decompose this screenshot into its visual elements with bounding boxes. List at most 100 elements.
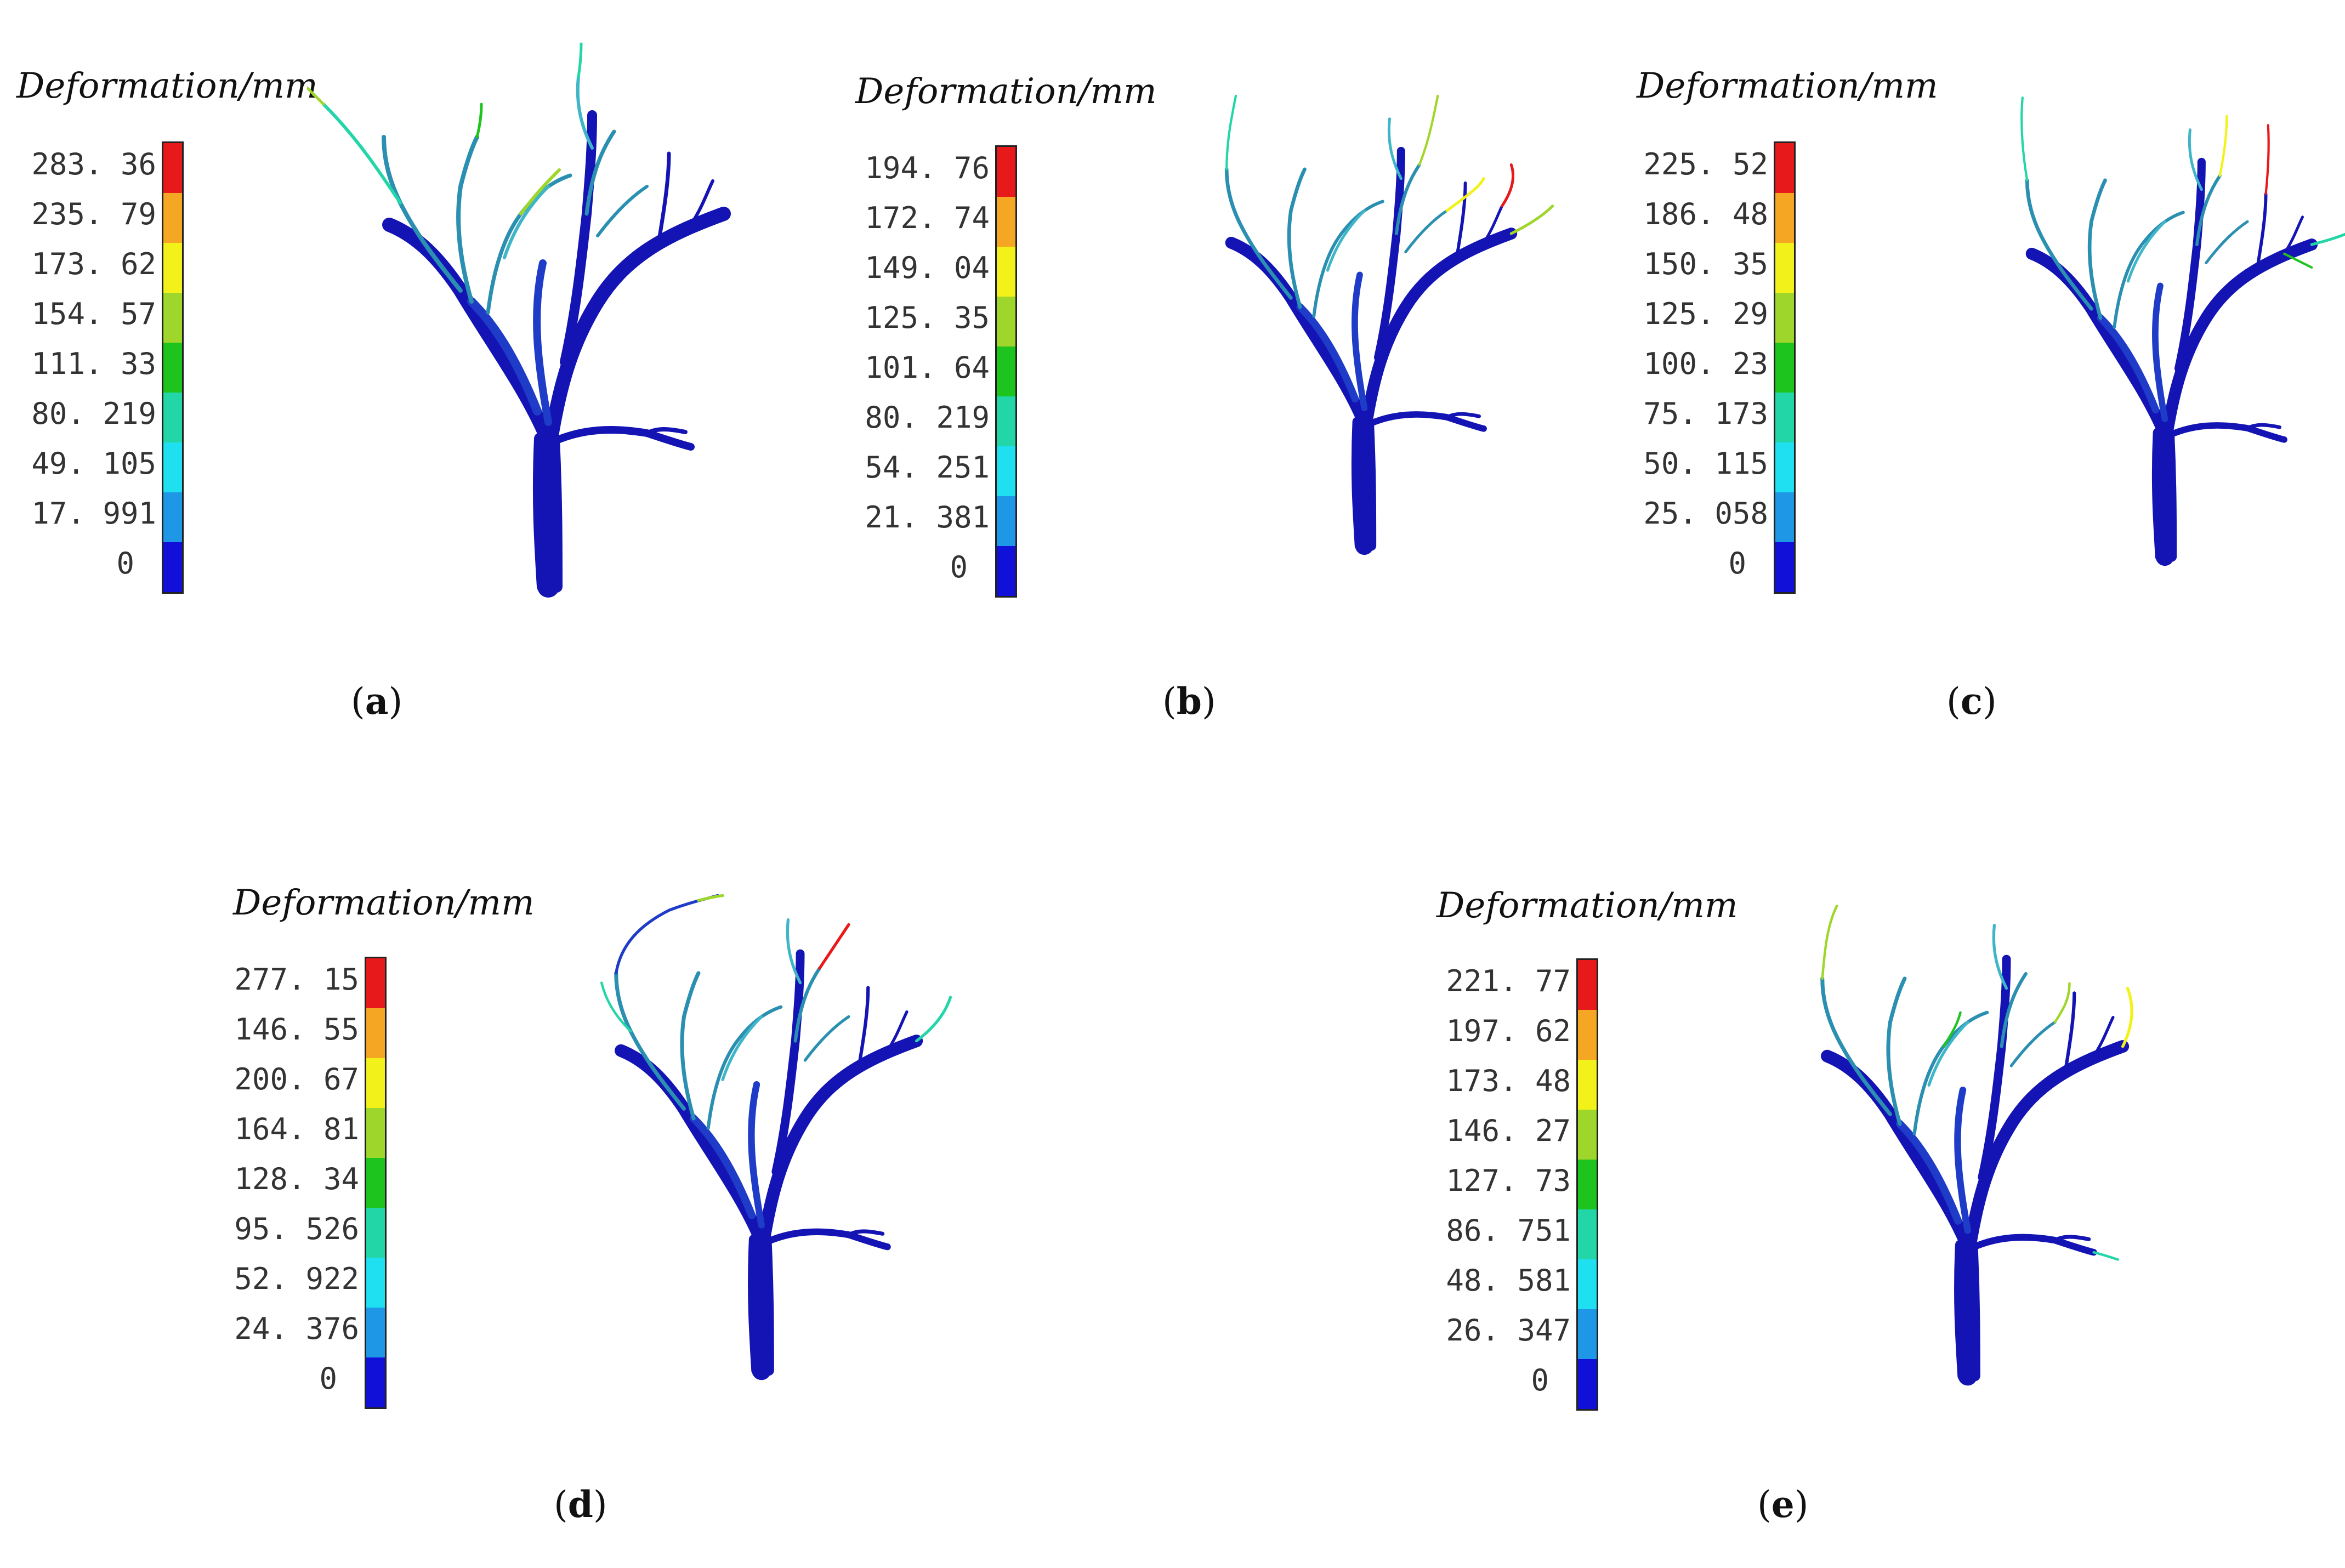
- tick-label: 127. 73: [1446, 1163, 1571, 1198]
- legend-title: Deformation/mm: [233, 883, 535, 923]
- panel-c: Deformation/mm 225. 52 186. 48 150. 35 125.…: [1590, 0, 2345, 757]
- twig: [680, 971, 701, 1121]
- twig-tip: [1501, 163, 1515, 208]
- twig-tip: [2282, 252, 2313, 269]
- legend-title: Deformation/mm: [16, 66, 318, 106]
- colorbar-swatch: [1775, 243, 1794, 293]
- tick-label: 146. 55: [234, 1012, 359, 1047]
- tick-label: 0: [1531, 1363, 1549, 1397]
- tick-label: 24. 376: [234, 1311, 359, 1346]
- colorbar-swatch: [1775, 143, 1794, 193]
- colorbar-swatch: [1775, 293, 1794, 343]
- branch: [2161, 238, 2318, 439]
- twig-tip: [2121, 986, 2133, 1048]
- colorbar-swatch: [163, 143, 182, 193]
- twig: [1454, 181, 1467, 263]
- tree-deformation-plot: [2020, 96, 2345, 566]
- colorbar-swatch: [1578, 1160, 1597, 1209]
- twig: [576, 75, 594, 150]
- tick-label: 128. 34: [234, 1162, 359, 1196]
- branch: [2245, 423, 2282, 430]
- twig: [2025, 178, 2093, 311]
- tick-label: 111. 33: [31, 346, 156, 381]
- twig: [1387, 117, 1403, 180]
- twig: [1326, 209, 1366, 272]
- twig: [1820, 976, 1892, 1116]
- twig: [1404, 209, 1449, 254]
- branch: [1296, 303, 1359, 403]
- twig: [2087, 178, 2107, 320]
- twig: [1224, 167, 1293, 300]
- twig: [503, 185, 550, 259]
- caption-c: (c): [1946, 680, 1997, 723]
- colorbar-swatch: [997, 496, 1015, 546]
- colorbar-swatch: [366, 1108, 385, 1158]
- branch: [758, 1228, 891, 1251]
- colorbar-swatch: [1775, 442, 1794, 492]
- twig-tip: [577, 42, 583, 78]
- twig: [2188, 128, 2203, 191]
- caption-a: (a): [351, 680, 403, 723]
- trunk: [751, 1230, 771, 1380]
- panel-b: Deformation/mm 194. 76 172. 74 149. 04 125.…: [779, 0, 1557, 757]
- twig: [2092, 1015, 2115, 1058]
- tick-label: 197. 62: [1446, 1014, 1571, 1048]
- twig: [1992, 924, 2008, 990]
- twig-tip: [600, 981, 632, 1033]
- twig: [706, 1005, 783, 1130]
- tick-label: 21. 381: [865, 500, 990, 535]
- colorbar-swatch: [997, 147, 1015, 197]
- twig: [2126, 220, 2166, 283]
- colorbar-swatch: [163, 293, 182, 343]
- branch: [690, 1114, 756, 1219]
- twig: [656, 151, 671, 249]
- tick-label: 49. 105: [31, 446, 156, 481]
- branch: [467, 297, 542, 416]
- twig: [803, 1015, 850, 1062]
- twig-tip: [1418, 94, 1439, 166]
- twig: [456, 135, 479, 304]
- tick-label: 52. 922: [234, 1262, 359, 1296]
- colorbar-swatch: [1578, 960, 1597, 1010]
- twig-tip: [697, 894, 724, 902]
- branch: [1954, 1086, 1972, 1234]
- tree-deformation-plot: [1224, 94, 1554, 555]
- tick-label: 100. 23: [1643, 346, 1768, 381]
- tick-label: 221. 77: [1446, 964, 1571, 998]
- tick-label: 17. 991: [31, 496, 156, 531]
- twig: [596, 185, 649, 237]
- branch: [544, 207, 731, 446]
- twig-tip: [2218, 115, 2228, 177]
- twig: [584, 129, 616, 216]
- colorbar: [995, 145, 1017, 598]
- tick-label: 277. 15: [234, 962, 359, 997]
- colorbar-swatch: [163, 492, 182, 542]
- twig-tip: [475, 103, 483, 139]
- tick-label: 101. 64: [865, 350, 990, 385]
- colorbar-swatch: [163, 193, 182, 243]
- colorbar: [365, 957, 387, 1409]
- twig: [614, 971, 686, 1111]
- panel-d: Deformation/mm 277. 15 146. 55 200. 67 164.…: [208, 811, 987, 1568]
- twig: [2255, 192, 2268, 274]
- panel-e: Deformation/mm 221. 77 197. 62 173. 48 146.…: [1426, 811, 2204, 1568]
- tree-deformation-plot: [1820, 905, 2133, 1386]
- colorbar-swatch: [997, 297, 1015, 346]
- tick-label: 150. 35: [1643, 247, 1768, 281]
- colorbar-swatch: [1578, 1010, 1597, 1060]
- tick-label: 149. 04: [865, 251, 990, 285]
- twig-tip: [1225, 94, 1237, 171]
- colorbar: [162, 141, 184, 594]
- twig: [2113, 211, 2185, 329]
- colorbar-swatch: [1578, 1259, 1597, 1309]
- twig-tip: [615, 894, 719, 975]
- twig-tip: [2310, 232, 2345, 246]
- twig: [689, 179, 714, 226]
- twig-tip: [2020, 96, 2029, 181]
- tick-label: 86. 751: [1446, 1213, 1571, 1248]
- branch: [1361, 411, 1487, 432]
- colorbar-swatch: [366, 1058, 385, 1108]
- twig-tip: [1509, 204, 1554, 235]
- tree-deformation-plot: [307, 42, 731, 598]
- tick-label: 172. 74: [865, 201, 990, 235]
